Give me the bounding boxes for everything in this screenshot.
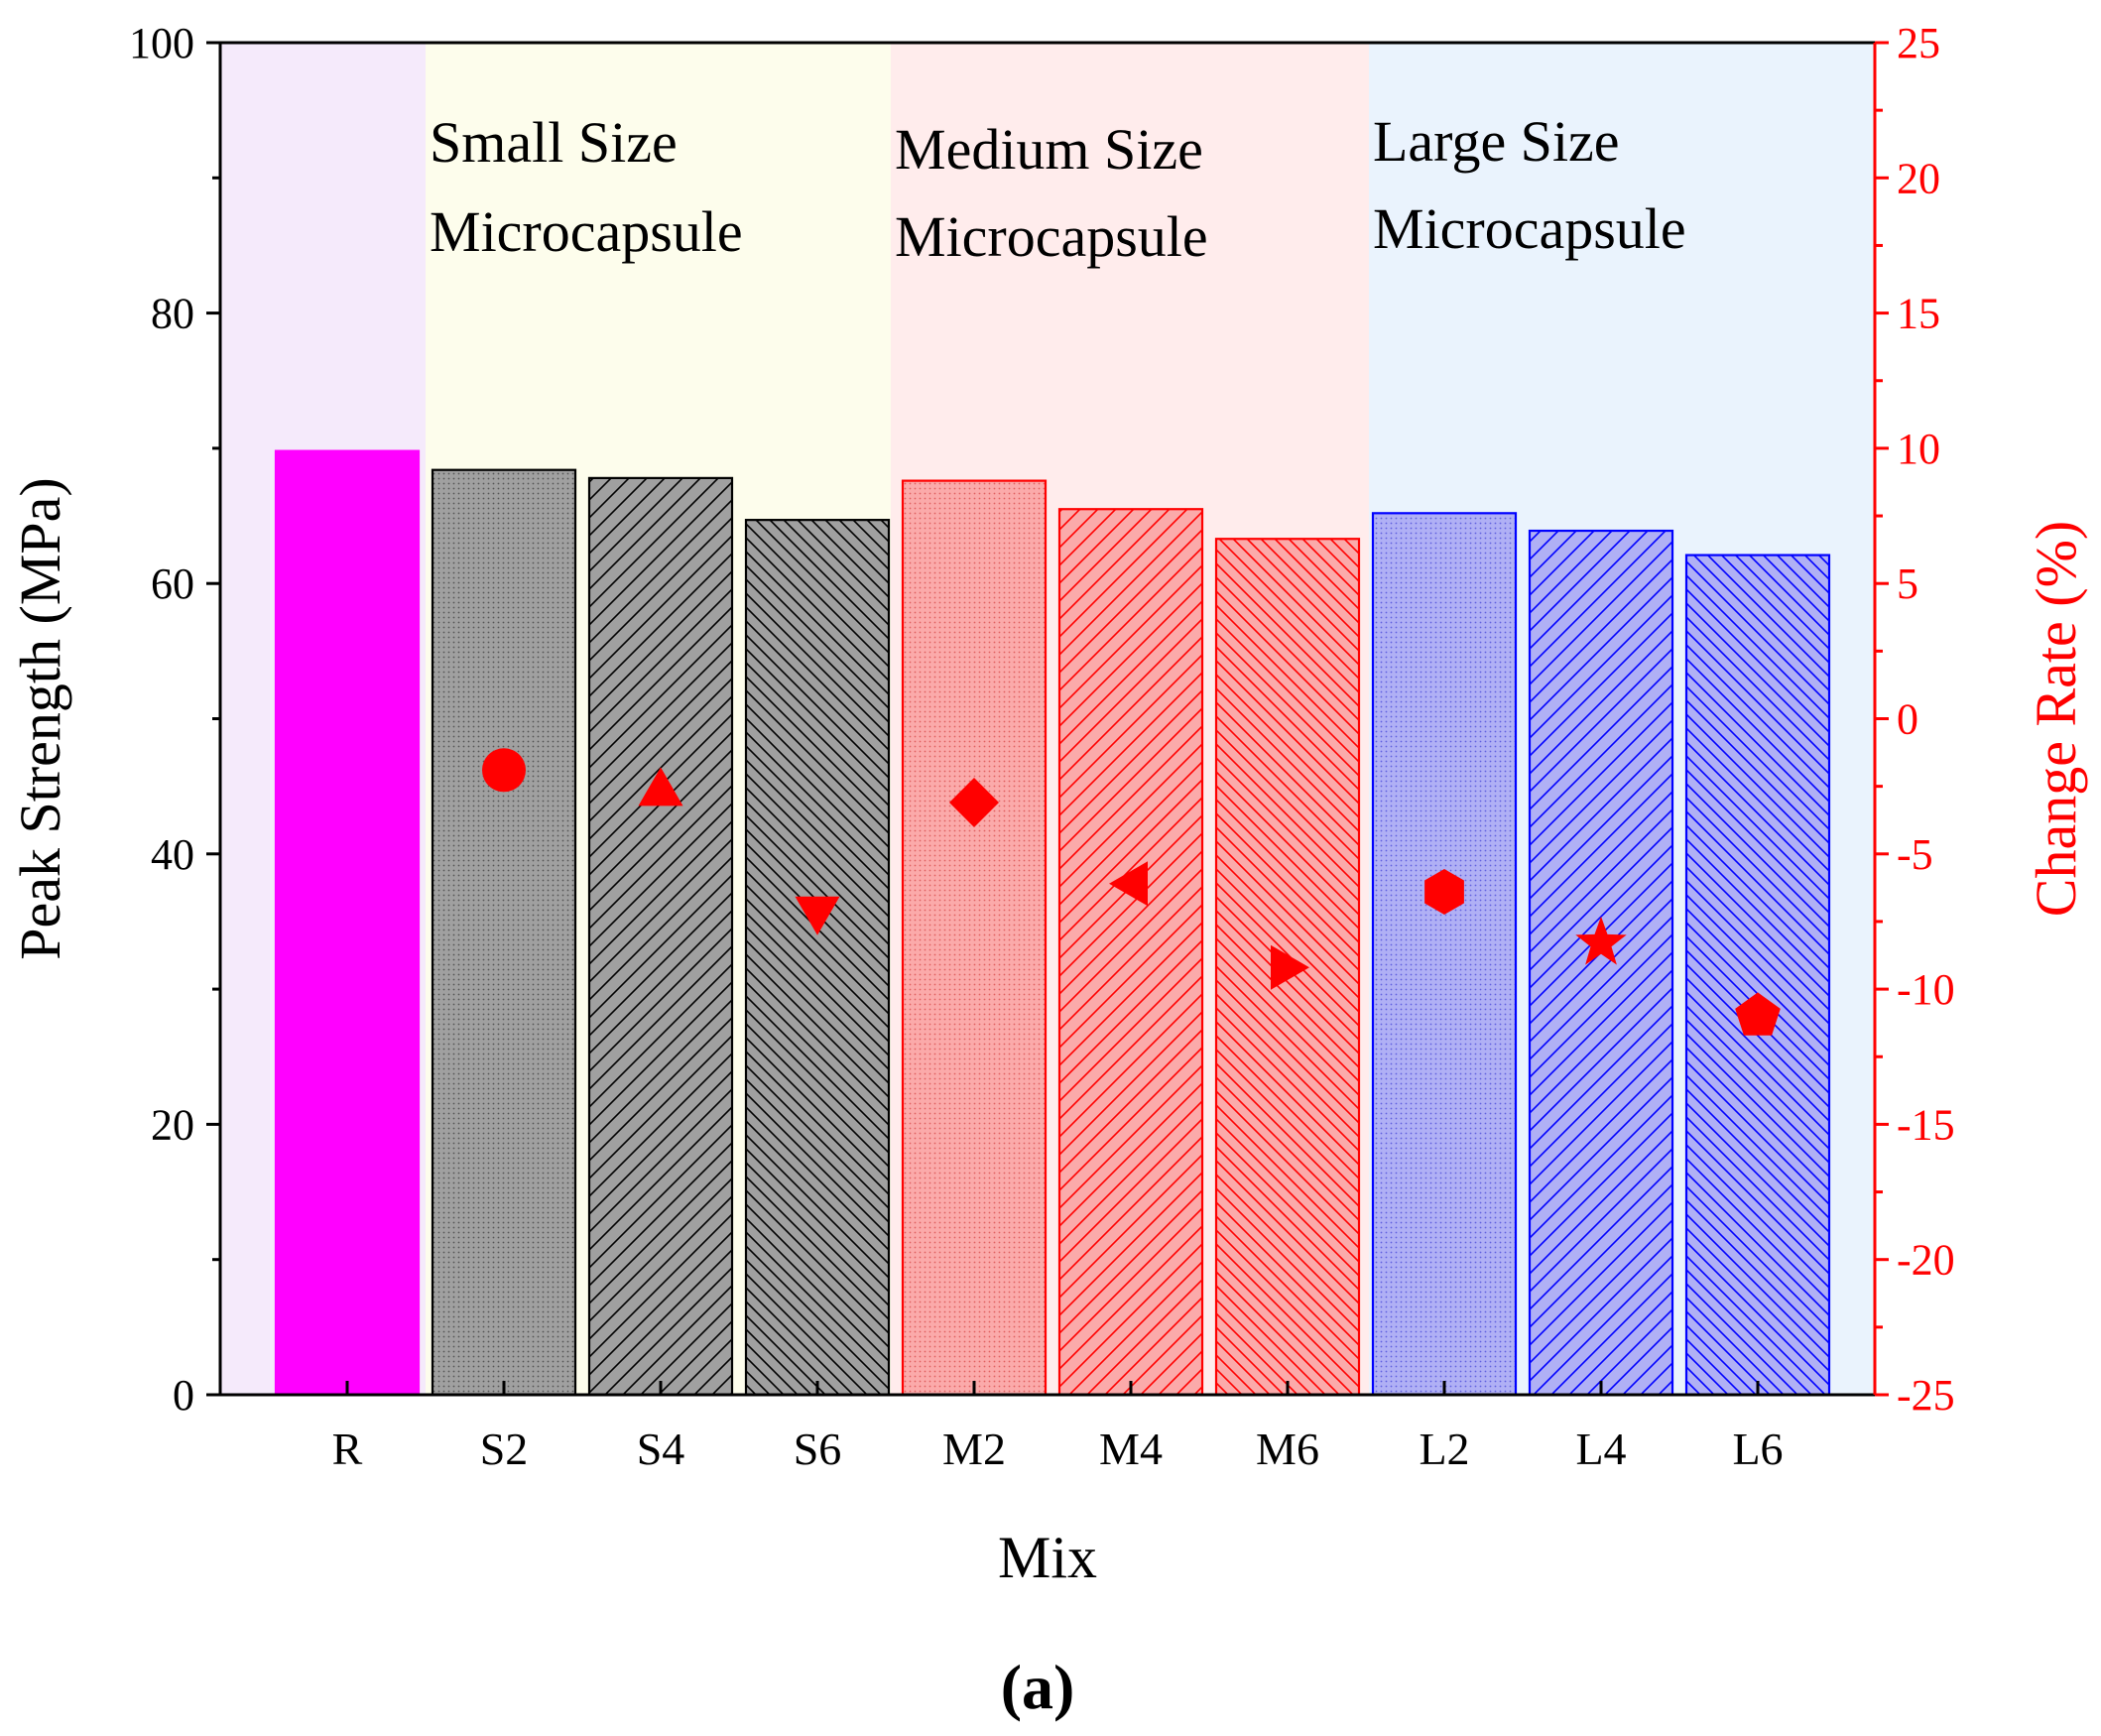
left-tick-label: 0: [173, 1371, 194, 1420]
left-tick-label: 60: [151, 559, 194, 608]
bars: [274, 449, 1831, 1397]
right-tick-label: -20: [1897, 1236, 1955, 1285]
x-tick-label-M4: M4: [1099, 1424, 1163, 1474]
bar-M4: [1057, 508, 1204, 1397]
left-tick-label: 80: [151, 290, 194, 338]
right-tick-label: -5: [1897, 830, 1933, 879]
right-tick-label: 25: [1897, 19, 1940, 67]
x-tick-label-M2: M2: [942, 1424, 1006, 1474]
x-tick-label-L4: L4: [1575, 1424, 1626, 1474]
marker-M4: [1109, 861, 1148, 907]
region-label-0-line-0: Small Size: [430, 110, 678, 175]
right-tick-label: -10: [1897, 965, 1955, 1014]
chart-text: 0 20 40 60 80 100 -25 -20 -15 -10 -5 0 5 10 15 20 25 R S2 S…: [8, 19, 2088, 1722]
right-tick-label: 15: [1897, 290, 1940, 338]
region-label-2-line-1: Microcapsule: [1373, 196, 1686, 261]
bar-L6: [1684, 554, 1831, 1397]
marker-L4: [1575, 916, 1627, 965]
marker-S4: [638, 767, 683, 806]
marker-S2: [482, 748, 526, 793]
right-tick-label: -15: [1897, 1100, 1955, 1149]
change-rate-markers: [482, 748, 1781, 1036]
marker-L2: [1424, 869, 1464, 915]
panel-label: (a): [1001, 1652, 1075, 1722]
region-label-1-line-0: Medium Size: [895, 117, 1203, 182]
left-tick-label: 100: [129, 19, 194, 67]
left-tick-label: 40: [151, 830, 194, 879]
right-tick-label: 20: [1897, 154, 1940, 202]
bar-R: [274, 449, 421, 1397]
bar-S2: [431, 468, 577, 1397]
right-tick-label: 5: [1897, 559, 1918, 608]
x-tick-label-L2: L2: [1419, 1424, 1469, 1474]
marker-M2: [949, 778, 999, 827]
right-tick-label: -25: [1897, 1371, 1955, 1420]
region-label-0-line-1: Microcapsule: [430, 199, 743, 264]
x-tick-label-S6: S6: [794, 1424, 842, 1474]
bar-M2: [901, 479, 1048, 1397]
bar-S6: [744, 519, 891, 1397]
x-tick-label-S4: S4: [637, 1424, 685, 1474]
x-tick-label-R: R: [332, 1424, 363, 1474]
axes: [206, 41, 1889, 1397]
left-tick-label: 20: [151, 1100, 194, 1149]
marker-M6: [1271, 944, 1309, 990]
right-axis-title: Change Rate (%): [2024, 521, 2088, 917]
x-tick-label-L6: L6: [1732, 1424, 1783, 1474]
marker-L6: [1735, 992, 1781, 1036]
region-label-2-line-0: Large Size: [1373, 109, 1620, 174]
right-tick-label: 0: [1897, 695, 1918, 744]
bar-L2: [1371, 512, 1518, 1397]
x-tick-label-S2: S2: [480, 1424, 529, 1474]
x-axis-title: Mix: [998, 1525, 1097, 1590]
right-tick-label: 10: [1897, 425, 1940, 473]
x-tick-label-M6: M6: [1256, 1424, 1319, 1474]
marker-S6: [795, 896, 840, 935]
left-axis-title: Peak Strength (MPa): [8, 477, 72, 960]
bar-S4: [587, 476, 734, 1397]
region-label-1-line-1: Microcapsule: [895, 204, 1208, 269]
bar-L4: [1528, 529, 1674, 1397]
